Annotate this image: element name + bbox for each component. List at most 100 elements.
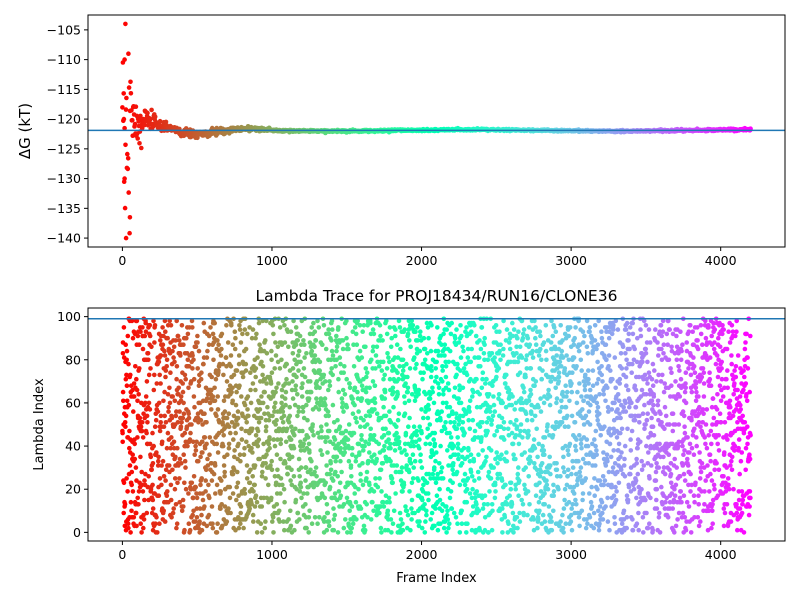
lambda-point [577,433,582,438]
lambda-point [434,374,439,380]
lambda-point [138,329,143,335]
lambda-point [181,452,186,458]
lambda-point [226,441,232,447]
lambda-point [604,325,610,330]
lambda-point [147,323,153,328]
lambda-point [447,430,452,436]
lambda-point [310,428,315,434]
lambda-point [619,426,625,432]
lambda-point [271,331,276,337]
lambda-point [408,461,414,466]
lambda-point [409,318,415,324]
lambda-point [257,342,262,348]
lambda-point [487,489,492,494]
lambda-point [120,430,125,436]
lambda-point [126,525,131,531]
lambda-point [453,515,459,520]
lambda-point [162,353,168,358]
lambda-point [437,486,442,492]
lambda-point [286,344,291,350]
lambda-point [417,333,423,339]
lambda-point [484,454,489,460]
lambda-point [556,379,561,384]
lambda-point [605,385,610,391]
lambda-point [466,417,472,423]
lambda-point [346,346,351,352]
lambda-point [646,370,652,376]
lambda-point [527,342,533,348]
lambda-point [409,392,415,397]
lambda-point [235,480,241,486]
lambda-point [540,368,545,373]
lambda-point [467,458,473,464]
lambda-point [236,525,242,531]
lambda-point [163,420,169,425]
lambda-point [352,491,358,496]
lambda-point [573,443,578,449]
lambda-point [595,486,600,492]
lambda-point [573,448,579,453]
lambda-point [504,372,509,378]
lambda-point [444,327,450,332]
lambda-point [289,454,295,460]
lambda-point [318,424,324,430]
lambda-point [204,441,209,447]
lambda-point [399,465,405,470]
lambda-point [161,508,166,514]
lambda-point [393,333,398,339]
lambda-point [137,415,143,421]
lambda-point [311,433,316,438]
lambda-point [611,327,616,332]
lambda-point [213,491,218,496]
lambda-point [326,327,331,332]
lambda-point [373,476,378,481]
lambda-point [157,428,163,434]
lambda-point [488,476,494,481]
lambda-point [502,515,508,520]
lambda-point [155,530,160,535]
lambda-point [159,463,164,468]
lambda-point [124,476,129,481]
lambda-point [338,458,343,464]
lambda-point [579,368,584,373]
lambda-point [215,338,220,343]
lambda-point [521,331,526,337]
lambda-point [455,521,460,526]
lambda-point [134,523,139,529]
lambda-point [387,441,393,447]
delta-g-point [135,136,140,141]
lambda-point [277,366,283,371]
lambda-point [175,420,181,425]
lambda-point [378,333,383,339]
lambda-point [545,422,550,427]
lambda-point [129,318,135,324]
lambda-point [451,510,457,516]
lambda-point [585,443,591,449]
lambda-point [578,465,584,470]
lambda-point [650,361,656,367]
lambda-point [544,357,549,363]
lambda-point [269,495,274,501]
lambda-point [567,441,573,447]
lambda-point [316,325,322,330]
lambda-point [169,415,175,421]
lambda-point [204,355,210,360]
lambda-point [518,422,524,427]
lambda-point [154,381,160,386]
lambda-point [538,333,543,339]
lambda-point [313,404,319,410]
lambda-point [306,441,312,447]
lambda-point [478,346,484,352]
lambda-point [507,493,512,499]
lambda-point [359,383,365,389]
lambda-point [194,515,200,520]
lambda-point [604,452,610,458]
lambda-point [272,409,277,414]
lambda-point [395,417,401,423]
lambda-point [143,329,149,335]
lambda-point [417,424,423,430]
lambda-point [559,348,565,354]
lambda-point [480,376,485,382]
lambda-point [530,355,536,360]
lambda-point [519,497,524,503]
